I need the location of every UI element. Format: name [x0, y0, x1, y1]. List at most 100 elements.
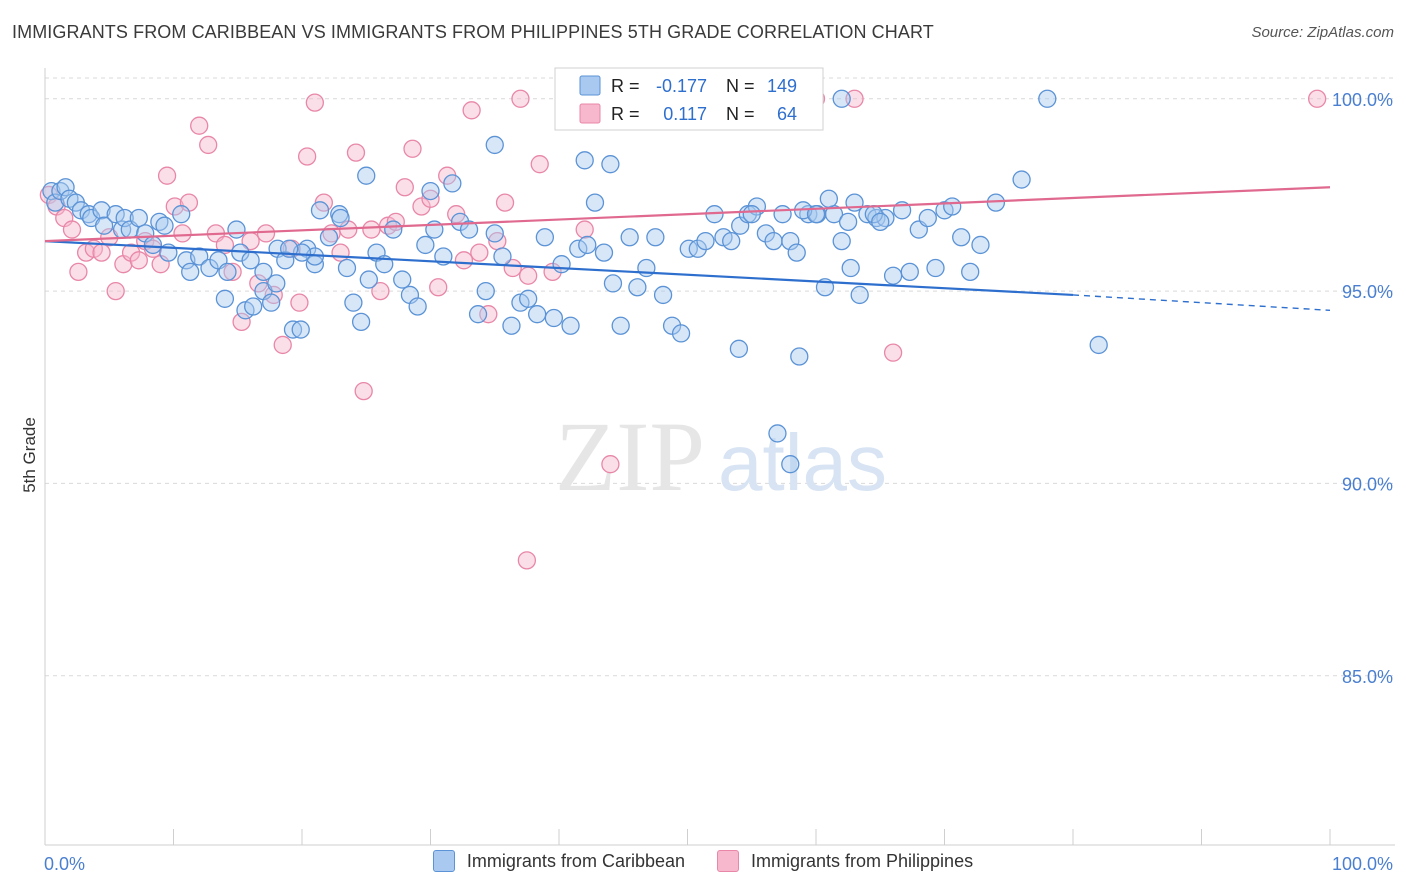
- point-caribbean: [493, 247, 512, 266]
- point-caribbean: [961, 262, 980, 282]
- point-caribbean: [218, 262, 237, 282]
- point-caribbean: [601, 155, 620, 174]
- point-philippines: [601, 455, 620, 474]
- legend: Immigrants from Caribbean Immigrants fro…: [0, 850, 1406, 872]
- legend-item-caribbean[interactable]: Immigrants from Caribbean: [432, 850, 685, 872]
- point-caribbean: [646, 228, 665, 247]
- legend-item-philippines[interactable]: Immigrants from Philippines: [717, 850, 973, 872]
- point-philippines: [845, 89, 864, 108]
- chart-title: IMMIGRANTS FROM CARIBBEAN VS IMMIGRANTS …: [12, 22, 934, 42]
- point-philippines: [495, 193, 515, 212]
- point-philippines: [421, 189, 440, 208]
- point-philippines: [173, 224, 192, 243]
- y-axis-label: 5th Grade: [20, 417, 39, 493]
- point-caribbean: [696, 231, 715, 251]
- point-philippines: [69, 262, 88, 282]
- point-caribbean: [729, 339, 749, 358]
- point-philippines: [157, 166, 177, 185]
- point-caribbean: [585, 193, 605, 212]
- source-label: Source: ZipAtlas.com: [1251, 24, 1394, 41]
- point-caribbean: [227, 220, 246, 239]
- point-caribbean: [790, 347, 809, 366]
- point-caribbean: [283, 320, 303, 339]
- point-caribbean: [129, 208, 148, 228]
- point-philippines: [129, 251, 148, 270]
- point-caribbean: [722, 231, 741, 251]
- stats-blue-swatch: [579, 75, 601, 96]
- grid-lines: [45, 77, 1395, 677]
- legend-label-philippines: Immigrants from Philippines: [751, 850, 974, 871]
- stats-blue-n-value: 149: [767, 76, 797, 96]
- point-caribbean: [393, 270, 412, 289]
- point-caribbean: [267, 274, 286, 293]
- point-caribbean: [155, 216, 174, 235]
- point-philippines: [371, 281, 390, 301]
- trend-line-caribbean: [44, 239, 1074, 297]
- point-caribbean: [359, 270, 378, 289]
- stats-blue-r-value: -0.177: [656, 76, 707, 96]
- stats-pink-r-label: R =: [611, 104, 640, 124]
- series-philippines-points: [39, 89, 1327, 570]
- point-caribbean: [561, 316, 580, 335]
- point-philippines: [503, 258, 522, 278]
- stats-blue-r-label: R =: [611, 76, 640, 96]
- point-caribbean: [291, 320, 310, 339]
- stats-legend: R = -0.177 N = 149 R = 0.117 N = 64: [554, 67, 824, 131]
- point-caribbean: [742, 205, 761, 224]
- stats-pink-n-value: 64: [777, 104, 797, 124]
- point-caribbean: [106, 205, 125, 224]
- point-caribbean: [620, 228, 639, 247]
- point-caribbean: [92, 201, 111, 220]
- point-caribbean: [181, 262, 200, 282]
- stats-pink-swatch: [579, 103, 601, 124]
- point-caribbean: [143, 235, 163, 255]
- point-caribbean: [845, 193, 864, 212]
- point-philippines: [517, 551, 537, 570]
- point-philippines: [199, 135, 218, 155]
- point-philippines: [290, 293, 309, 312]
- point-caribbean: [384, 220, 403, 239]
- trend-line-philippines: [44, 186, 1331, 243]
- point-caribbean: [459, 220, 479, 239]
- point-caribbean: [241, 251, 260, 270]
- point-caribbean: [838, 212, 858, 232]
- point-caribbean: [764, 231, 783, 251]
- point-caribbean: [819, 189, 838, 208]
- point-caribbean: [575, 151, 594, 170]
- point-philippines: [256, 224, 276, 243]
- point-caribbean: [781, 231, 800, 251]
- point-caribbean: [94, 216, 114, 235]
- point-caribbean: [115, 208, 134, 228]
- point-philippines: [106, 281, 125, 301]
- stats-pink-n-label: N =: [726, 104, 755, 124]
- point-philippines: [121, 243, 141, 262]
- point-caribbean: [443, 174, 462, 193]
- point-philippines: [530, 155, 549, 174]
- point-philippines: [190, 116, 209, 135]
- point-caribbean: [671, 324, 691, 343]
- y-tick-label: 95.0%: [1342, 282, 1393, 302]
- point-caribbean: [768, 424, 787, 443]
- point-caribbean: [56, 178, 75, 197]
- y-tick-label: 100.0%: [1332, 90, 1393, 110]
- watermark: ZIP atlas: [555, 401, 887, 512]
- point-caribbean: [1089, 335, 1108, 355]
- point-philippines: [273, 335, 292, 355]
- point-caribbean: [883, 266, 903, 285]
- point-caribbean: [502, 316, 521, 335]
- point-caribbean: [756, 224, 776, 243]
- stats-pink-r-value: 0.117: [663, 104, 707, 124]
- point-philippines: [470, 243, 489, 262]
- stats-blue-n-label: N =: [726, 76, 755, 96]
- point-caribbean: [552, 255, 571, 274]
- legend-swatch-caribbean: [432, 850, 455, 872]
- point-philippines: [454, 251, 474, 270]
- point-philippines: [395, 178, 414, 197]
- point-caribbean: [841, 258, 860, 278]
- point-philippines: [429, 278, 448, 297]
- point-caribbean: [344, 293, 363, 312]
- point-caribbean: [319, 228, 339, 247]
- point-caribbean: [276, 251, 295, 270]
- point-caribbean: [416, 235, 435, 255]
- point-caribbean: [468, 305, 488, 324]
